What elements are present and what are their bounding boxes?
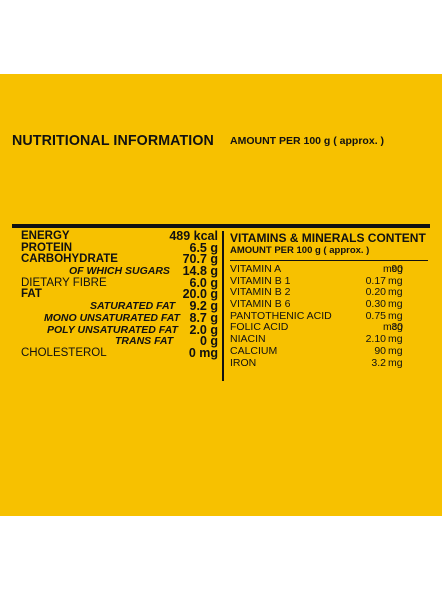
vitamin-label: IRON xyxy=(230,356,257,369)
vitamin-unit: mcg xyxy=(383,263,403,275)
vitamin-value: 0.75 xyxy=(365,309,386,322)
vitamin-unit: mg xyxy=(388,356,403,369)
nutrient-row: ENERGY 489 kcal xyxy=(21,229,218,243)
amount-note: AMOUNT PER 100 g ( approx. ) xyxy=(230,135,385,147)
vitamin-unit: mg xyxy=(388,333,403,346)
vitamin-value: 2.10 xyxy=(365,333,386,346)
nutrient-label: OF WHICH SUGARS xyxy=(69,265,170,278)
vitamin-label: VITAMIN A xyxy=(230,263,282,275)
vitamin-row: VITAMIN B 2 0.20 mg xyxy=(230,287,430,299)
vitamin-unit: mcg xyxy=(383,321,403,334)
nutrient-label: TRANS FAT xyxy=(115,335,174,348)
nutrient-value: 6.0 g xyxy=(189,275,219,290)
nutrient-row: MONO UNSATURATED FAT 8.7 g xyxy=(21,310,219,325)
vitamins-rule xyxy=(230,260,428,261)
nutrient-row: POLY UNSATURATED FAT 2.0 g xyxy=(21,322,219,337)
vitamin-row: NIACIN 2.10 mg xyxy=(230,333,430,346)
vitamin-label: CALCIUM xyxy=(230,344,278,357)
vitamin-value: 90 xyxy=(391,263,403,275)
nutrient-row: TRANS FAT 0 g xyxy=(21,334,218,349)
vitamin-row: VITAMIN B 1 0.17 mg xyxy=(230,274,430,288)
vitamin-unit: mg xyxy=(388,274,403,287)
nutrient-row: PROTEIN 6.5 g xyxy=(21,240,219,255)
nutrient-row: FAT 20.0 g xyxy=(21,287,218,302)
vitamin-label: VITAMIN B 6 xyxy=(230,298,291,311)
vitamin-value: 3.2 xyxy=(371,356,386,369)
vitamin-unit: mg xyxy=(388,309,403,322)
vitamins-subheading: AMOUNT PER 100 g ( approx. ) xyxy=(230,245,370,256)
nutrient-value: 2.0 g xyxy=(189,322,219,337)
vitamins-table: VITAMINS & MINERALS CONTENT AMOUNT PER 1… xyxy=(230,231,430,369)
nutrient-label: ENERGY xyxy=(21,230,70,242)
vitamin-row: PANTOTHENIC ACID 0.75 mg xyxy=(230,309,430,323)
nutrient-value: 6.5 g xyxy=(189,240,219,255)
nutrient-value: 0 mg xyxy=(188,345,218,360)
nutrient-label: CARBOHYDRATE xyxy=(21,253,118,266)
title-row: NUTRITIONAL INFORMATION AMOUNT PER 100 g… xyxy=(12,132,432,150)
nutrient-label: PROTEIN xyxy=(21,241,73,254)
nutrient-row: CHOLESTEROL 0 mg xyxy=(21,345,218,360)
nutrient-value: 489 kcal xyxy=(169,229,218,243)
vitamin-label: PANTOTHENIC ACID xyxy=(230,309,332,322)
nutrient-value: 70.7 g xyxy=(182,252,218,267)
nutrient-row: CARBOHYDRATE 70.7 g xyxy=(21,252,218,267)
vitamin-row: VITAMIN A 90 mcg xyxy=(230,263,430,276)
vitamins-heading: VITAMINS & MINERALS CONTENT xyxy=(230,231,426,245)
nutrient-label: SATURATED FAT xyxy=(90,300,176,313)
vitamin-unit: mg xyxy=(388,286,403,299)
vitamin-unit: mg xyxy=(388,344,403,357)
vitamin-label: VITAMIN B 1 xyxy=(230,274,291,287)
nutrition-title: NUTRITIONAL INFORMATION xyxy=(12,132,214,149)
nutrient-value: 20.0 g xyxy=(182,287,218,302)
vitamin-value: 30 xyxy=(391,321,403,334)
nutrient-value: 14.8 g xyxy=(182,264,218,279)
nutrient-label: POLY UNSATURATED FAT xyxy=(47,323,178,336)
vitamin-row: FOLIC ACID 30 mcg xyxy=(230,322,430,334)
nutrients-table: ENERGY 489 kcal PROTEIN 6.5 g CARBOHYDRA… xyxy=(21,229,219,360)
vitamin-unit: mg xyxy=(388,298,403,311)
nutrient-label: FAT xyxy=(21,288,42,301)
vitamin-label: FOLIC ACID xyxy=(230,321,289,334)
nutrient-label: CHOLESTEROL xyxy=(21,346,107,359)
vitamin-value: 0.20 xyxy=(365,286,386,299)
vitamin-label: VITAMIN B 2 xyxy=(230,286,291,299)
nutrient-row: DIETARY FIBRE 6.0 g xyxy=(21,275,219,290)
nutrient-label: MONO UNSATURATED FAT xyxy=(44,311,180,324)
nutrient-value: 9.2 g xyxy=(189,299,219,314)
vitamin-value: 0.17 xyxy=(365,274,386,287)
vitamin-row: CALCIUM 90 mg xyxy=(230,344,430,358)
nutrient-value: 0 g xyxy=(199,334,218,349)
label-panel xyxy=(0,74,442,516)
vitamin-label: NIACIN xyxy=(230,333,266,346)
title-rule xyxy=(12,224,430,228)
nutrient-label: DIETARY FIBRE xyxy=(21,276,107,289)
nutrient-value: 8.7 g xyxy=(189,310,219,325)
vitamin-value: 90 xyxy=(374,344,386,357)
vitamin-row: VITAMIN B 6 0.30 mg xyxy=(230,298,430,311)
vitamin-row: IRON 3.2 mg xyxy=(230,356,430,370)
nutrient-row: SATURATED FAT 9.2 g xyxy=(21,299,219,314)
vitamin-value: 0.30 xyxy=(365,298,386,311)
column-divider xyxy=(222,231,224,381)
nutrient-row: OF WHICH SUGARS 14.8 g xyxy=(21,264,218,279)
